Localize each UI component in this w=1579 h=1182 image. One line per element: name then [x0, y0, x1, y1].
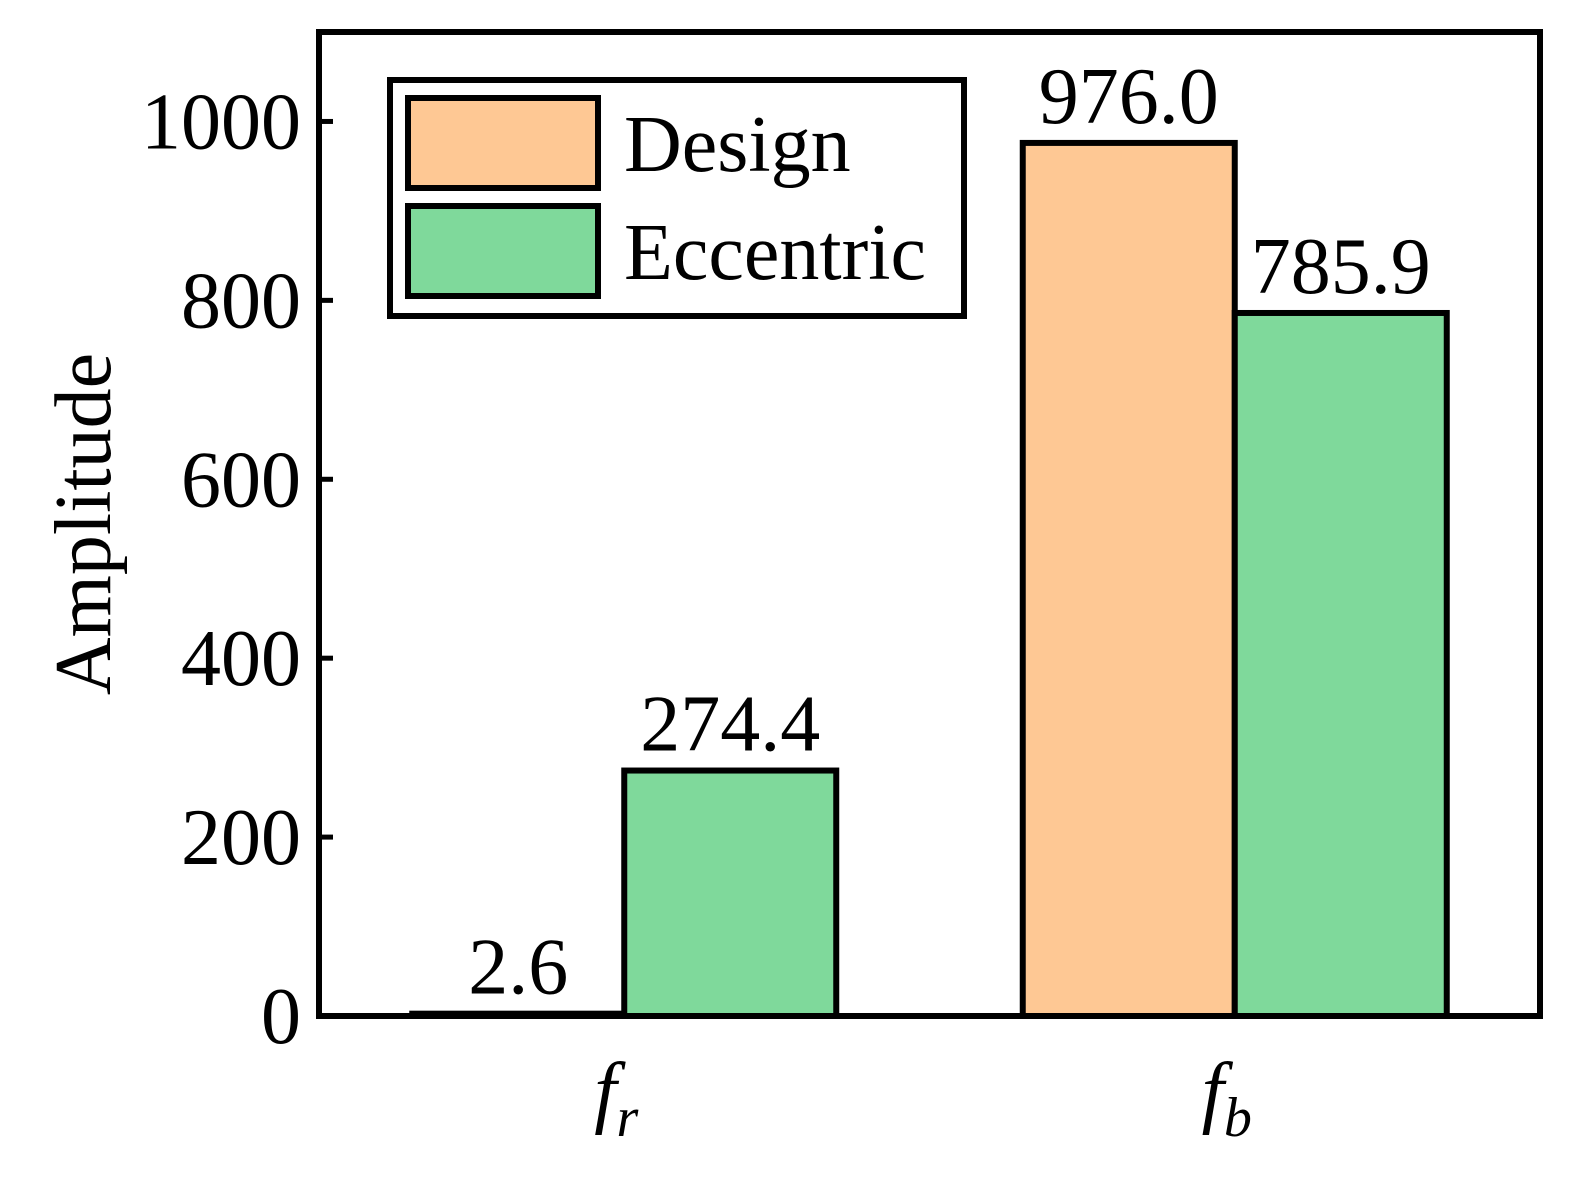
- x-axis-labels: fr fb: [594, 1048, 1252, 1149]
- y-tick-label: 1000: [141, 78, 301, 166]
- data-label-eccentric-0: 274.4: [640, 681, 820, 769]
- bar-eccentric-1: [1231, 309, 1450, 1019]
- x-tick-label: fr: [594, 1048, 638, 1149]
- legend-swatch-eccentric: [405, 203, 601, 299]
- data-labels: 2.6 274.4 976.0 785.9: [468, 53, 1431, 1012]
- bars-layer: [409, 139, 1450, 1020]
- legend-label-design: Design: [624, 101, 851, 189]
- y-axis-ticks: 0 200 400 600 800 1000: [141, 78, 333, 1061]
- data-label-eccentric-1: 785.9: [1251, 223, 1431, 311]
- y-tick-label: 600: [181, 436, 301, 524]
- y-tick-label: 800: [181, 257, 301, 345]
- y-tick-label: 400: [181, 615, 301, 703]
- plot-frame: [316, 29, 1543, 1019]
- bar-design-1: [1019, 139, 1238, 1019]
- legend: Design Eccentric: [387, 77, 967, 319]
- bar-eccentric-0: [621, 767, 840, 1020]
- data-label-design-1: 976.0: [1039, 53, 1219, 141]
- y-tick-label: 0: [261, 973, 301, 1061]
- y-axis-label: Amplitude: [40, 353, 128, 695]
- x-tick-label: fb: [1202, 1048, 1252, 1149]
- data-label-design-0: 2.6: [468, 924, 568, 1012]
- legend-swatch-design: [405, 95, 601, 191]
- legend-label-eccentric: Eccentric: [624, 209, 926, 297]
- y-tick-label: 200: [181, 794, 301, 882]
